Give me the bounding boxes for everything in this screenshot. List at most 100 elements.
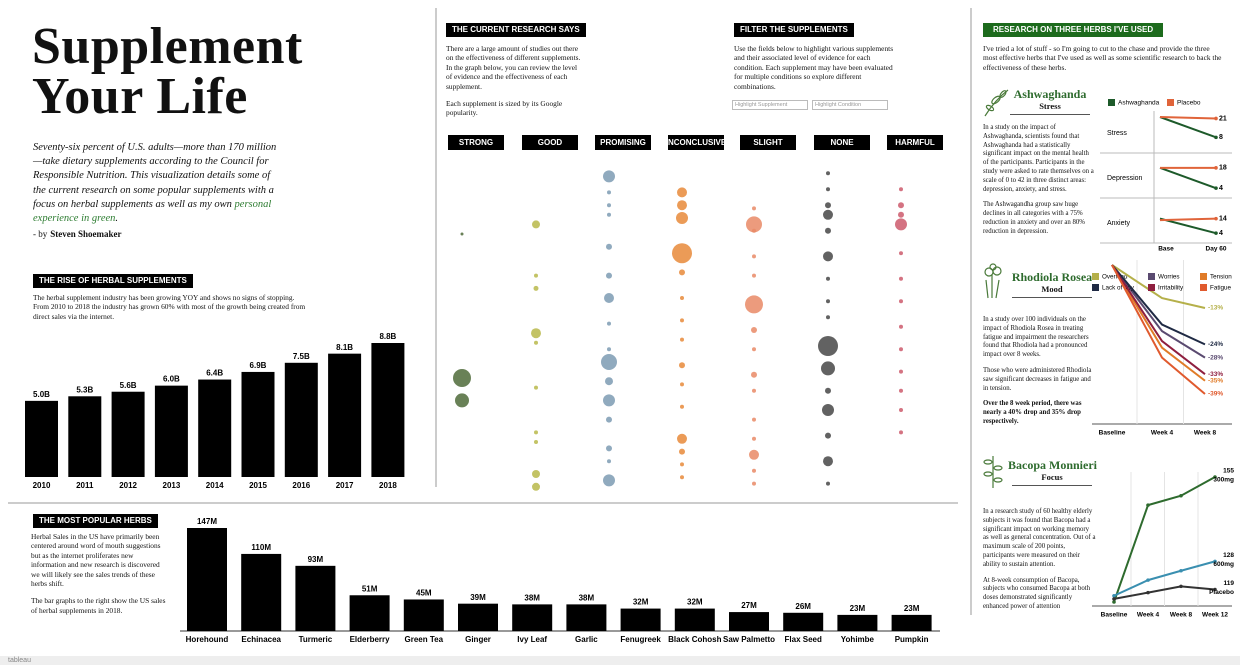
value-label: 5.3B (76, 385, 93, 394)
herb-text: In a research study of 60 healthy elderl… (983, 508, 1096, 619)
supplement-dot (680, 404, 684, 409)
supplement-dot (455, 393, 469, 408)
end-label: 21 (1219, 115, 1227, 122)
supplement-dot (898, 202, 904, 209)
bar (284, 362, 318, 477)
end-label: 119 (1224, 580, 1235, 587)
herb-text: In a study over 100 individuals on the i… (983, 316, 1096, 434)
supplement-dot (826, 299, 830, 304)
supplement-dot (825, 432, 831, 439)
supplement-dot (607, 203, 611, 208)
supplement-dot (453, 369, 471, 387)
end-label: -24% (1208, 341, 1223, 348)
bar (154, 385, 188, 477)
supplement-dot (679, 269, 685, 276)
bar (403, 599, 444, 631)
end-dot (1214, 216, 1218, 221)
value-label: 147M (197, 517, 217, 526)
value-label: 26M (795, 602, 811, 611)
author: Steven Shoemaker (50, 229, 122, 239)
x-tick-label: 2018 (379, 481, 397, 490)
end-label: 155 (1223, 468, 1234, 475)
paragraph: Herbal Sales in the US have primarily be… (31, 532, 161, 589)
paragraph: The Ashwagandha group saw huge declines … (983, 201, 1085, 235)
bar (25, 400, 58, 477)
x-tick-label: Elderberry (350, 635, 391, 644)
supplement-dot (603, 170, 615, 183)
x-tick-label: Week 4 (1137, 612, 1160, 619)
supplement-dot (752, 481, 756, 486)
legend-label: Ashwaghanda (1118, 100, 1160, 107)
legend-swatch (1108, 99, 1115, 106)
supplement-dot (607, 212, 611, 217)
supplement-dot (899, 187, 903, 192)
supplement-dot (680, 337, 684, 342)
end-label: 4 (1219, 185, 1223, 192)
slope-line (1159, 217, 1217, 235)
supplement-dot (532, 470, 540, 478)
supplement-dot (680, 318, 684, 323)
supplement-dot (680, 382, 684, 387)
intro-text: Seventy-six percent of U.S. adults—more … (33, 142, 277, 210)
supplement-dot (534, 340, 538, 345)
bar (458, 603, 498, 631)
bar (837, 614, 878, 631)
legend-swatch (1200, 273, 1207, 280)
x-tick-label: Yohimbe (841, 635, 875, 644)
bar (371, 343, 405, 477)
supplement-dot (898, 211, 904, 218)
series-label: 600mg (1213, 561, 1234, 568)
point (1146, 590, 1150, 595)
x-tick-label: Flax Seed (785, 635, 822, 644)
herb-focus: Mood (1012, 284, 1092, 298)
filter-input[interactable]: Highlight Supplement (732, 100, 808, 110)
legend-swatch (1092, 273, 1099, 280)
supplement-dot (533, 285, 539, 291)
series-line (1113, 585, 1216, 600)
value-label: 110M (251, 543, 271, 552)
filter-input[interactable]: Highlight Condition (812, 100, 888, 110)
supplement-dot (752, 228, 756, 233)
value-label: 23M (850, 604, 866, 613)
end-label: 128 (1223, 552, 1234, 559)
supplement-dot (534, 385, 538, 390)
x-tick-label: 2015 (249, 481, 267, 490)
point (1146, 578, 1150, 582)
x-tick-label: 2011 (76, 481, 94, 490)
supplement-dot (825, 227, 831, 234)
paragraph: Over the 8 week period, there was nearly… (983, 400, 1082, 425)
supplement-dot (818, 336, 838, 356)
byline: - by Steven Shoemaker (33, 229, 122, 239)
series-line (1113, 476, 1216, 603)
paragraph: At 8-week consumption of Bacopa, subject… (983, 576, 1091, 610)
x-tick-label: Week 4 (1151, 430, 1174, 437)
supplement-dot (606, 272, 612, 279)
intro-end: . (115, 213, 119, 225)
bar (68, 396, 102, 477)
supplement-dot (607, 321, 611, 326)
supplement-dot (823, 456, 833, 467)
x-tick-label: Day 60 (1206, 246, 1227, 253)
category-label: PROMISING (600, 138, 646, 147)
series-line (1111, 264, 1206, 359)
supplement-dot (677, 187, 687, 198)
paragraph: In a study on the impact of Ashwaghanda,… (983, 124, 1094, 193)
herb-icon (983, 456, 1003, 488)
slope-line (1159, 116, 1217, 120)
x-tick-label: Base (1158, 246, 1174, 253)
supplement-dot (752, 206, 756, 211)
section-text: There are a large amount of studies out … (446, 44, 584, 126)
category-header (522, 135, 578, 150)
value-label: 6.0B (163, 375, 180, 384)
point (1146, 503, 1150, 507)
series-label: Placebo (1209, 589, 1234, 596)
panel-label: Stress (1107, 130, 1127, 137)
supplement-dot (603, 394, 615, 407)
category-label: HARMFUL (895, 138, 935, 147)
bar (349, 595, 390, 631)
category-header (814, 135, 870, 150)
supplement-dot (534, 273, 538, 278)
x-tick-label: Pumpkin (895, 635, 929, 644)
bar (620, 608, 661, 631)
